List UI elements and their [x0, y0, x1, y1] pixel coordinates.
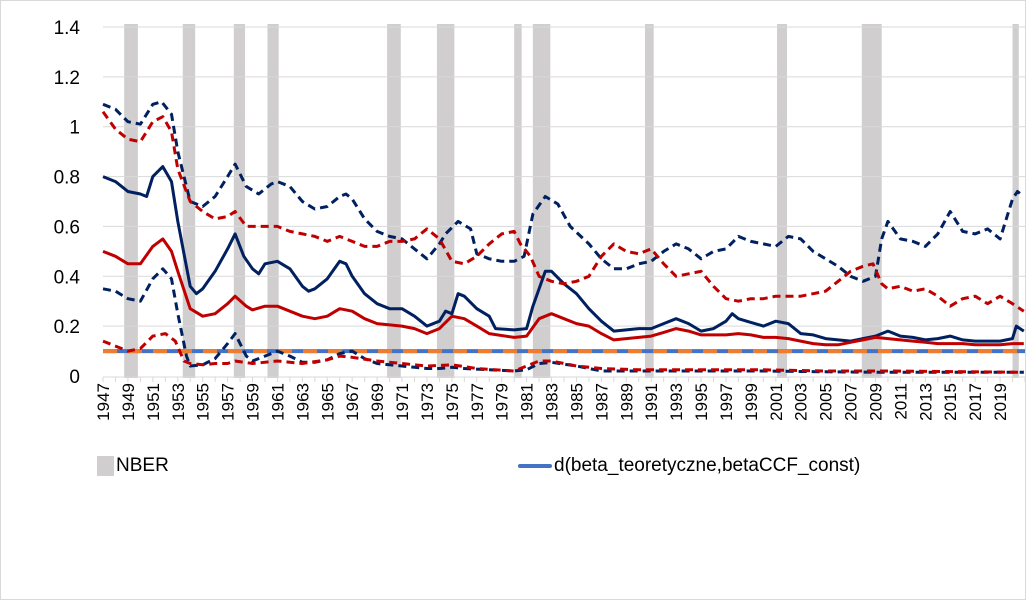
x-tick-label: 1997: [717, 383, 736, 421]
x-tick-label: 1981: [518, 383, 537, 421]
x-tick-label: 2007: [842, 383, 861, 421]
x-tick-label: 1949: [119, 383, 138, 421]
legend-label-nber: NBER: [116, 455, 169, 476]
x-tick-label: 1957: [219, 383, 238, 421]
y-tick-label: 1.2: [54, 68, 80, 89]
line-chart: 0 0.2 0.4 0.6 0.8 1 1.2 1.4 1947 1949 1951 1953 1955…: [54, 18, 1026, 421]
x-tick-label: 1989: [617, 383, 636, 421]
nber-recession-band: [777, 24, 788, 378]
legend-item-nber: NBER: [97, 455, 169, 477]
y-tick-label: 1.4: [54, 18, 81, 39]
series-line-6: [102, 237, 1024, 347]
nber-recession-band: [1012, 24, 1019, 378]
nber-recession-band: [267, 24, 279, 378]
x-tick-label: 1983: [543, 383, 562, 421]
x-tick-label: 1947: [94, 383, 113, 421]
x-tick-label: 1977: [468, 383, 487, 421]
legend-item-series: d(beta_teoretyczne,betaCCF_const): [518, 455, 860, 477]
x-tick-label: 1955: [194, 383, 213, 421]
legend-label-series: d(beta_teoretyczne,betaCCF_const): [554, 455, 861, 476]
y-tick-label: 0.2: [54, 317, 80, 338]
x-tick-label: 1975: [443, 383, 462, 421]
x-tick-label: 1969: [368, 383, 387, 421]
x-tick-label: 2011: [891, 383, 910, 420]
x-tick-label: 1993: [667, 383, 686, 421]
nber-recession-band: [644, 24, 654, 378]
x-tick-label: 1985: [567, 383, 586, 421]
x-tick-label: 1995: [692, 383, 711, 421]
y-tick-label: 0.4: [54, 267, 81, 288]
x-tick-label: 2017: [966, 383, 985, 421]
y-tick-label: 0.8: [54, 168, 80, 189]
nber-recession-band: [514, 24, 522, 378]
x-tick-label: 2001: [767, 383, 786, 421]
nber-recession-band: [861, 24, 882, 378]
x-tick-label: 2009: [866, 383, 885, 421]
x-tick-label: 1973: [418, 383, 437, 421]
x-tick-label: 1991: [642, 383, 661, 421]
x-tick-label: 2015: [941, 383, 960, 421]
x-tick-label: 1979: [493, 383, 512, 421]
x-tick-label: 1967: [343, 383, 362, 421]
series-line-2: [102, 100, 1025, 283]
y-tick-label: 0.6: [54, 217, 80, 238]
nber-recession-band: [124, 24, 138, 378]
x-tick-label: 1959: [244, 383, 263, 421]
nber-recession-band: [436, 24, 455, 378]
y-tick-label: 0: [69, 367, 80, 388]
x-tick-label: 2019: [991, 383, 1010, 421]
nber-recession-band: [233, 24, 246, 378]
x-tick-label: 1965: [318, 383, 337, 421]
series-line-7: [102, 332, 1024, 374]
x-tick-label: 1987: [592, 383, 611, 421]
x-tick-label: 1971: [393, 383, 412, 421]
x-tick-label: 1951: [144, 383, 163, 421]
x-tick-label: 1961: [268, 383, 287, 421]
x-tick-label: 2005: [817, 383, 836, 421]
nber-recession-band: [532, 24, 551, 378]
legend-swatch-nber: [97, 456, 114, 476]
legend-line-series: [518, 464, 552, 468]
x-tick-label: 1963: [293, 383, 312, 421]
x-tick-label: 2013: [916, 383, 935, 421]
x-tick-label: 1999: [742, 383, 761, 421]
nber-recession-band: [387, 24, 401, 378]
x-tick-label: 1953: [169, 383, 188, 421]
x-tick-label: 2003: [792, 383, 811, 421]
y-tick-label: 1: [69, 118, 80, 139]
